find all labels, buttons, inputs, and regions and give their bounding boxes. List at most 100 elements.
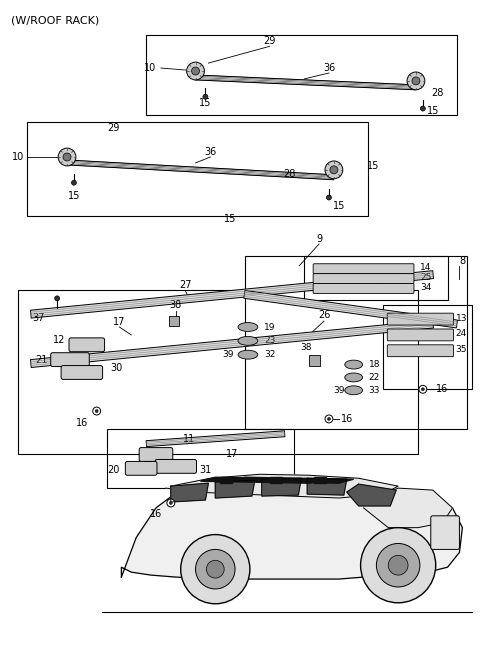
Ellipse shape xyxy=(345,373,362,382)
Polygon shape xyxy=(244,291,457,328)
Text: 16: 16 xyxy=(436,384,448,394)
Text: 10: 10 xyxy=(144,63,156,73)
Text: 15: 15 xyxy=(367,161,380,171)
Text: 36: 36 xyxy=(323,63,335,73)
Circle shape xyxy=(360,527,436,603)
FancyBboxPatch shape xyxy=(387,313,454,325)
FancyBboxPatch shape xyxy=(387,345,454,357)
Polygon shape xyxy=(171,483,208,502)
Circle shape xyxy=(167,499,175,507)
Text: 19: 19 xyxy=(264,323,276,331)
Text: 14: 14 xyxy=(420,263,431,272)
Ellipse shape xyxy=(345,360,362,369)
FancyBboxPatch shape xyxy=(313,274,414,283)
Text: 37: 37 xyxy=(32,313,44,323)
Circle shape xyxy=(421,388,424,391)
Text: 13: 13 xyxy=(456,314,467,323)
FancyBboxPatch shape xyxy=(387,329,454,341)
Circle shape xyxy=(203,94,208,99)
Circle shape xyxy=(419,385,427,393)
Circle shape xyxy=(412,77,420,85)
FancyBboxPatch shape xyxy=(125,461,157,476)
Text: 20: 20 xyxy=(107,465,120,476)
Text: 36: 36 xyxy=(204,147,216,157)
Text: 11: 11 xyxy=(182,434,195,443)
Polygon shape xyxy=(216,480,255,498)
Polygon shape xyxy=(121,483,462,579)
Text: 9: 9 xyxy=(316,234,322,244)
FancyBboxPatch shape xyxy=(51,353,89,367)
Polygon shape xyxy=(347,484,396,506)
Text: 8: 8 xyxy=(459,256,466,266)
Text: 38: 38 xyxy=(169,300,182,310)
Ellipse shape xyxy=(238,323,258,331)
Circle shape xyxy=(72,180,76,185)
Circle shape xyxy=(330,166,338,174)
Text: 24: 24 xyxy=(456,329,467,338)
Text: 25: 25 xyxy=(420,273,431,282)
Text: 35: 35 xyxy=(456,345,467,354)
Text: 17: 17 xyxy=(226,449,238,459)
Polygon shape xyxy=(262,478,301,496)
Text: 15: 15 xyxy=(199,98,212,108)
Text: 15: 15 xyxy=(68,190,80,201)
Text: 26: 26 xyxy=(318,310,330,320)
FancyBboxPatch shape xyxy=(431,516,459,550)
Text: 15: 15 xyxy=(224,215,236,224)
Text: 38: 38 xyxy=(300,343,312,352)
Polygon shape xyxy=(314,478,326,483)
Circle shape xyxy=(195,550,235,589)
Ellipse shape xyxy=(238,350,258,359)
Text: 28: 28 xyxy=(283,169,296,179)
Text: 10: 10 xyxy=(12,152,24,162)
Polygon shape xyxy=(30,320,433,367)
Text: 29: 29 xyxy=(264,36,276,47)
Text: 31: 31 xyxy=(199,465,212,476)
Text: 15: 15 xyxy=(427,106,439,115)
Text: 16: 16 xyxy=(76,418,88,428)
Polygon shape xyxy=(30,271,433,318)
Circle shape xyxy=(326,195,331,200)
Polygon shape xyxy=(270,478,281,483)
Bar xyxy=(309,355,320,365)
Circle shape xyxy=(58,148,76,166)
Polygon shape xyxy=(230,478,354,483)
Circle shape xyxy=(180,535,250,604)
Text: 39: 39 xyxy=(333,386,345,395)
Polygon shape xyxy=(201,478,324,483)
Circle shape xyxy=(407,72,425,90)
Circle shape xyxy=(95,409,98,413)
Text: 32: 32 xyxy=(264,350,276,359)
Circle shape xyxy=(93,407,101,415)
Circle shape xyxy=(420,106,425,111)
Circle shape xyxy=(388,556,408,575)
Polygon shape xyxy=(363,488,453,527)
FancyBboxPatch shape xyxy=(139,447,173,461)
Circle shape xyxy=(206,560,224,578)
Polygon shape xyxy=(146,431,285,447)
Circle shape xyxy=(63,153,71,161)
Text: 39: 39 xyxy=(222,350,234,359)
FancyBboxPatch shape xyxy=(61,365,103,379)
Polygon shape xyxy=(307,478,347,495)
FancyBboxPatch shape xyxy=(155,459,196,473)
Circle shape xyxy=(187,62,204,80)
Text: 22: 22 xyxy=(369,373,380,382)
Circle shape xyxy=(192,67,200,75)
Circle shape xyxy=(325,161,343,178)
Circle shape xyxy=(169,501,172,504)
Text: 29: 29 xyxy=(108,123,120,133)
Text: 33: 33 xyxy=(369,386,380,395)
Bar xyxy=(169,316,179,326)
Text: 34: 34 xyxy=(420,283,431,292)
Ellipse shape xyxy=(238,337,258,345)
FancyBboxPatch shape xyxy=(313,264,414,274)
Circle shape xyxy=(55,296,60,301)
Text: 16: 16 xyxy=(150,509,162,519)
Polygon shape xyxy=(166,474,398,498)
FancyBboxPatch shape xyxy=(313,283,414,293)
Polygon shape xyxy=(220,478,232,483)
Text: 12: 12 xyxy=(53,335,65,345)
Text: 18: 18 xyxy=(369,360,380,369)
Text: 16: 16 xyxy=(341,414,353,424)
